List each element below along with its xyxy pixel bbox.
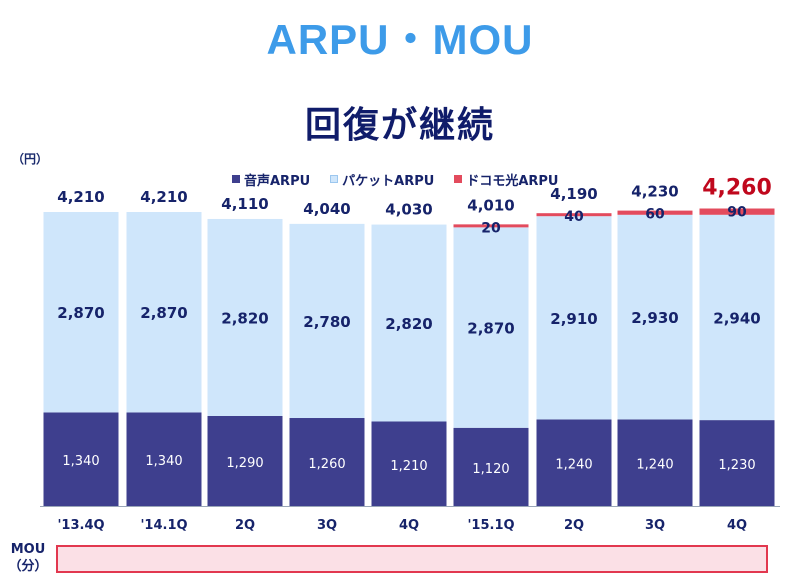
label-packet-8: 2,940 [713,309,760,327]
legend-label-voice: 音声ARPU [244,173,311,189]
legend-swatch-packet [330,175,339,183]
bar-packet-2 [207,218,283,416]
bar-hikari-8 [699,208,775,215]
bar-packet-0 [43,212,119,413]
label-voice-2: 1,290 [226,456,263,471]
bar-hikari-6 [536,213,612,217]
label-voice-5: 1,120 [472,462,509,477]
bar-packet-1 [126,212,202,413]
bar-voice-8 [699,420,775,506]
bar-voice-5 [453,427,529,506]
label-voice-7: 1,240 [636,458,673,473]
label-total-7: 4,230 [631,183,678,201]
label-total-0: 4,210 [57,188,104,206]
bar-voice-6 [536,419,612,506]
x-tick-label-7: 3Q [645,518,665,533]
bar-voice-0 [43,412,119,506]
label-voice-8: 1,230 [718,458,755,473]
legend-label-packet: パケットARPU [342,173,435,189]
label-voice-6: 1,240 [555,458,592,473]
page-subtitle: 回復が継続 [304,105,495,146]
bar-packet-5 [453,227,529,428]
x-tick-label-1: '14.1Q [140,518,187,533]
label-packet-6: 2,910 [550,310,597,328]
label-packet-1: 2,870 [140,304,187,322]
mou-row [56,545,768,573]
label-total-4: 4,030 [385,201,432,219]
mou-label: MOU （分） [6,541,50,575]
label-total-1: 4,210 [140,188,187,206]
label-packet-3: 2,780 [303,313,350,331]
y-unit-label: （円） [12,152,49,166]
legend-item-hikari: ドコモ光ARPU [454,170,558,189]
bar-voice-1 [126,412,202,506]
label-voice-1: 1,340 [145,454,182,469]
bar-voice-7 [617,419,693,506]
mou-label-line1: MOU [10,542,46,557]
label-hikari-8: 90 [727,205,747,221]
label-voice-3: 1,260 [308,457,345,472]
bar-packet-8 [699,214,775,421]
legend-item-packet: パケットARPU [330,170,434,189]
label-total-6: 4,190 [550,185,597,203]
label-total-8: 4,260 [702,176,772,201]
label-packet-2: 2,820 [221,309,268,327]
legend-swatch-hikari [454,175,463,183]
bar-packet-3 [289,223,365,419]
page-title: ARPU・MOU [266,16,534,63]
x-tick-label-8: 4Q [727,518,747,533]
x-tick-label-4: 4Q [399,518,419,533]
legend-swatch-voice [232,175,240,183]
bar-voice-4 [371,421,447,506]
legend-item-voice: 音声ARPU [232,170,310,189]
mou-label-line2: （分） [8,559,48,574]
label-packet-5: 2,870 [467,320,514,338]
label-total-3: 4,040 [303,200,350,218]
label-packet-0: 2,870 [57,304,104,322]
label-hikari-5: 20 [481,220,501,236]
bar-packet-4 [371,224,447,422]
label-packet-7: 2,930 [631,309,678,327]
chart-legend: 音声ARPU パケットARPU ドコモ光ARPU [232,170,578,189]
bar-packet-6 [536,216,612,420]
label-voice-0: 1,340 [62,454,99,469]
label-voice-4: 1,210 [390,459,427,474]
label-total-2: 4,110 [221,195,268,213]
x-tick-label-5: '15.1Q [467,518,514,533]
x-tick-label-6: 2Q [564,518,584,533]
legend-label-hikari: ドコモ光ARPU [466,173,559,189]
bar-packet-7 [617,214,693,420]
label-total-5: 4,010 [467,196,514,214]
bar-voice-3 [289,418,365,506]
bar-hikari-5 [453,224,529,228]
bar-hikari-7 [617,210,693,215]
x-tick-label-0: '13.4Q [57,518,104,533]
x-tick-label-3: 3Q [317,518,337,533]
label-packet-4: 2,820 [385,315,432,333]
x-tick-label-2: 2Q [235,518,255,533]
label-hikari-6: 40 [564,209,584,225]
label-hikari-7: 60 [645,207,665,223]
bar-voice-2 [207,415,283,506]
